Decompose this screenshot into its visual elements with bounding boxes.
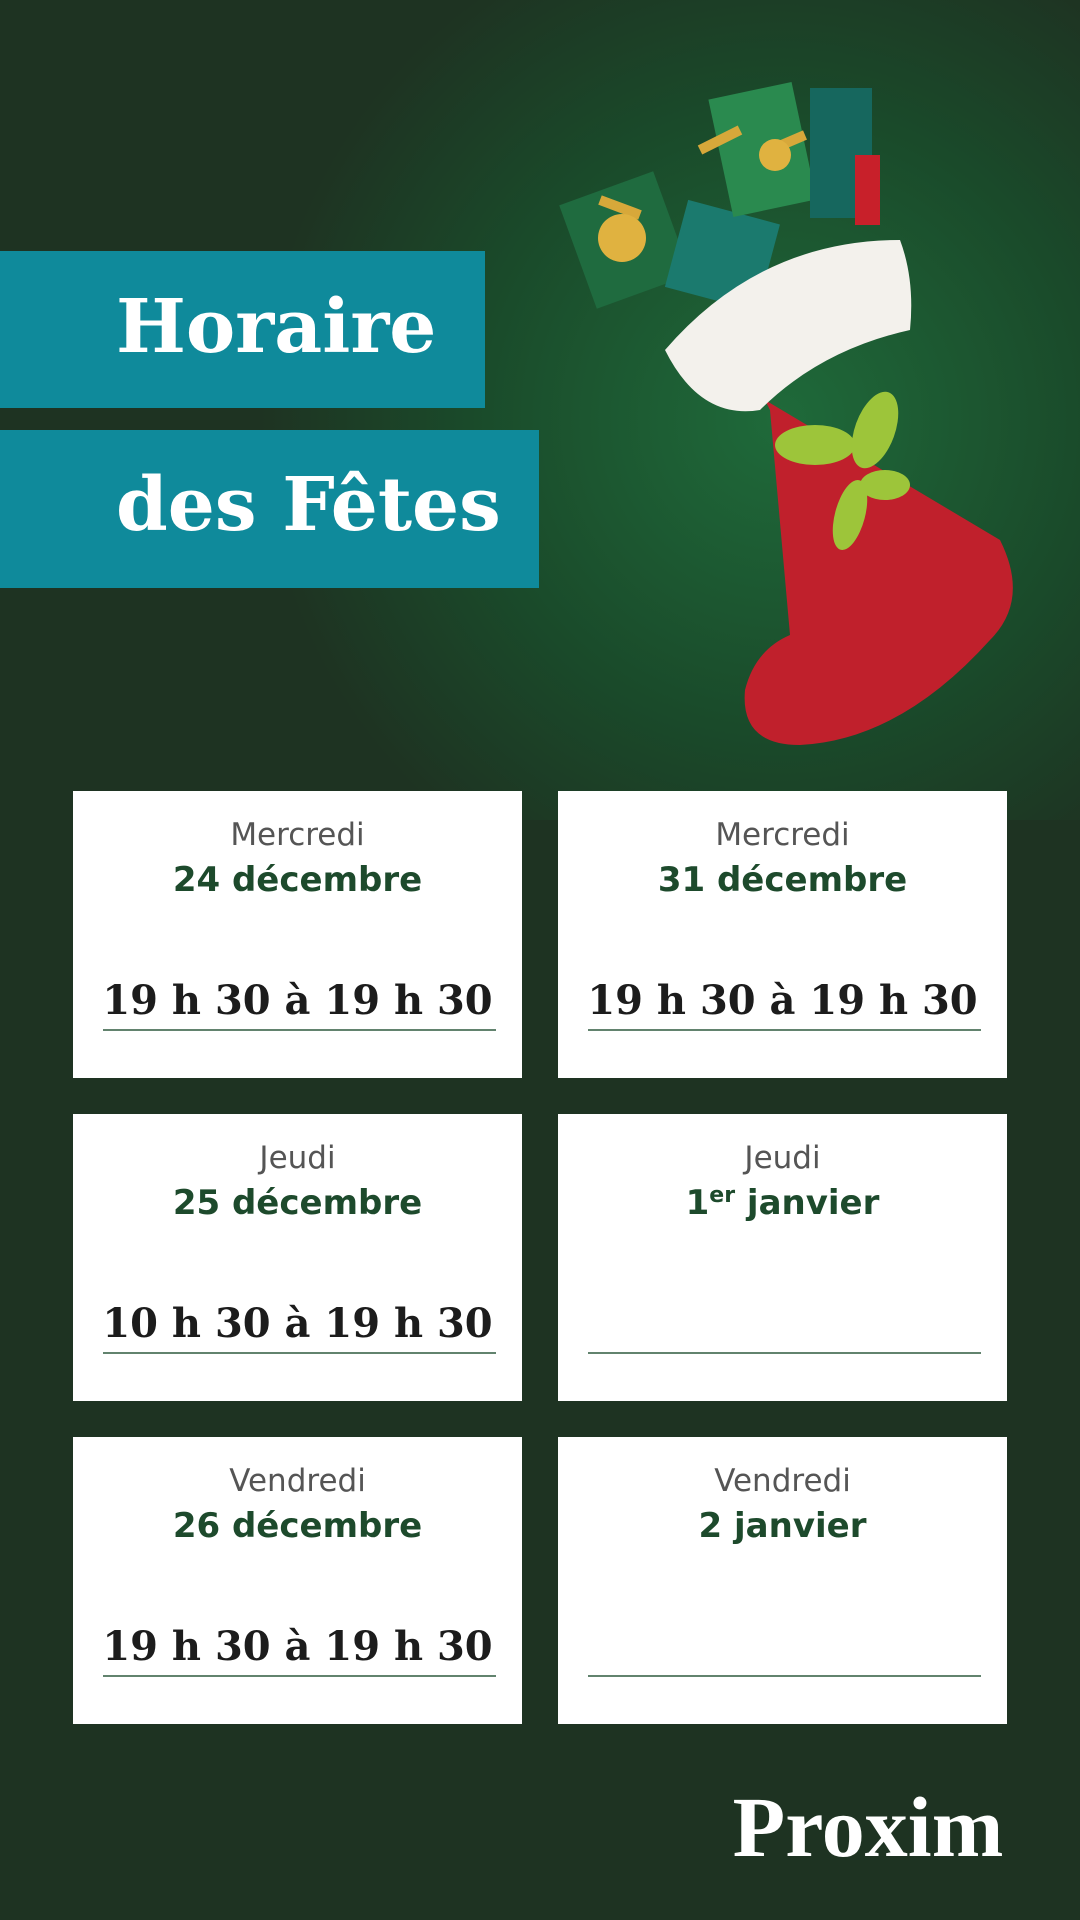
date-number: 1 xyxy=(686,1183,710,1223)
card-day: Vendredi xyxy=(229,1463,366,1499)
card-hours: 19 h 30 à 19 h 30 xyxy=(102,1623,492,1670)
card-hours: 10 h 30 à 19 h 30 xyxy=(102,1300,492,1347)
card-date: 24 décembre xyxy=(173,860,422,900)
card-date: 25 décembre xyxy=(173,1183,422,1223)
card-date: 1er janvier xyxy=(686,1183,880,1223)
card-hours: 19 h 30 à 19 h 30 xyxy=(102,977,492,1024)
card-day: Mercredi xyxy=(230,817,364,853)
schedule-card: Jeudi 1er janvier xyxy=(558,1114,1007,1401)
card-date: 26 décembre xyxy=(173,1506,422,1546)
date-month: janvier xyxy=(735,1183,880,1223)
card-day: Jeudi xyxy=(742,1140,820,1176)
schedule-card: Vendredi 26 décembre 19 h 30 à 19 h 30 xyxy=(73,1437,522,1724)
title-line: des Fêtes xyxy=(116,462,501,548)
schedule-card: Mercredi 31 décembre 19 h 30 à 19 h 30 xyxy=(558,791,1007,1078)
title-banner xyxy=(0,430,539,588)
card-date: 31 décembre xyxy=(658,860,907,900)
schedule-card: Jeudi 25 décembre 10 h 30 à 19 h 30 xyxy=(73,1114,522,1401)
card-hours: 19 h 30 à 19 h 30 xyxy=(587,977,977,1024)
schedule-card: Mercredi 24 décembre 19 h 30 à 19 h 30 xyxy=(73,791,522,1078)
card-day: Vendredi xyxy=(714,1463,851,1499)
title-banner xyxy=(0,251,485,408)
card-day: Mercredi xyxy=(715,817,849,853)
date-suffix: er xyxy=(709,1183,735,1208)
card-day: Jeudi xyxy=(257,1140,335,1176)
schedule-card: Vendredi 2 janvier xyxy=(558,1437,1007,1724)
brand-logo: Proxim xyxy=(733,1779,1004,1875)
title-line: Horaire xyxy=(116,284,436,370)
card-date: 2 janvier xyxy=(699,1506,867,1546)
stocking-illustration xyxy=(559,81,1013,745)
